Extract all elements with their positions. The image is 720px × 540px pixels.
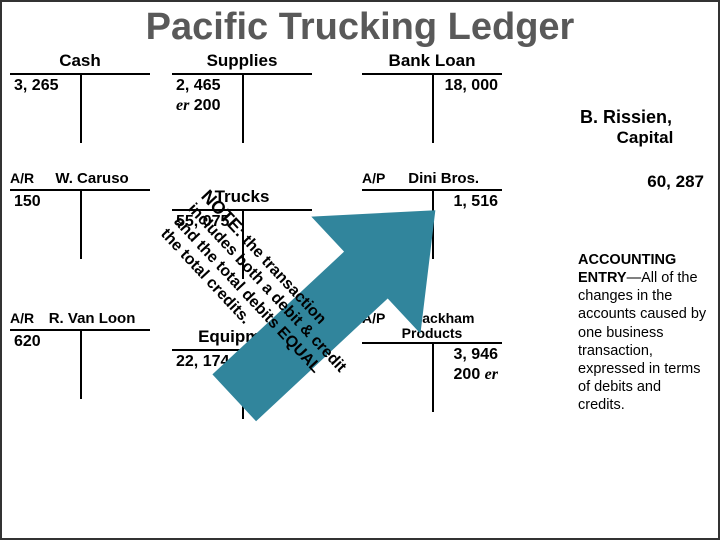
note-arrow: NOTE: the transaction includes both a de…	[172, 156, 452, 456]
t-supplies-title: Supplies	[172, 51, 312, 73]
t-ar-caruso-title: A/R W. Caruso	[10, 171, 150, 189]
t-ar-vanloon-debit: 620	[14, 333, 41, 351]
page-title: Pacific Trucking Ledger	[2, 2, 718, 51]
t-cash: Cash 3, 265	[10, 51, 150, 143]
t-cash-title: Cash	[10, 51, 150, 73]
t-supplies-debit2: er 200	[176, 97, 220, 115]
t-bankloan: Bank Loan 18, 000	[362, 51, 502, 143]
t-ar-caruso-debit: 150	[14, 193, 41, 211]
t-ar-vanloon-title: A/R R. Van Loon	[10, 311, 150, 329]
t-bankloan-credit: 18, 000	[445, 77, 498, 95]
t-bankloan-title: Bank Loan	[362, 51, 502, 73]
t-ar-caruso: A/R W. Caruso 150	[10, 171, 150, 259]
definition-text: ACCOUNTING ENTRY—All of the changes in t…	[578, 251, 710, 414]
t-bankloan-frame: 18, 000	[362, 73, 502, 143]
capital-block: B. Rissien, Capital 60, 287	[580, 107, 710, 192]
t-cash-debit: 3, 265	[14, 77, 58, 95]
capital-label: Capital	[580, 128, 710, 148]
t-supplies-debit: 2, 465	[176, 77, 220, 95]
t-ar-vanloon-frame: 620	[10, 329, 150, 399]
ledger-content: Cash 3, 265 Supplies 2, 465 er 200 Bank …	[2, 51, 718, 531]
t-cash-frame: 3, 265	[10, 73, 150, 143]
t-ar-caruso-frame: 150	[10, 189, 150, 259]
capital-name: B. Rissien,	[580, 107, 710, 128]
definition-body: —All of the changes in the accounts caus…	[578, 270, 706, 413]
capital-amount: 60, 287	[580, 148, 710, 192]
t-supplies: Supplies 2, 465 er 200	[172, 51, 312, 143]
t-ar-vanloon: A/R R. Van Loon 620	[10, 311, 150, 399]
t-supplies-frame: 2, 465 er 200	[172, 73, 312, 143]
